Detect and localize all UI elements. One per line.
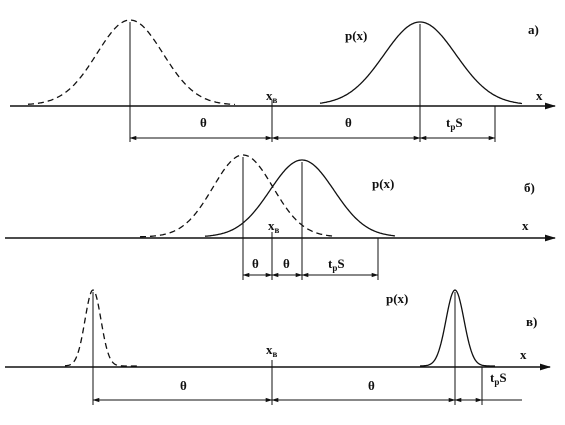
sub: в: [273, 95, 278, 105]
panel-c: в) p(x) x xв θ θ tpS: [5, 291, 552, 393]
density-curve: [204, 159, 396, 237]
offset-label: tpS: [446, 115, 463, 132]
tail: S: [455, 115, 462, 130]
sub: p: [450, 122, 455, 132]
span-label: θ: [283, 256, 290, 271]
sub: в: [275, 225, 280, 235]
sub: в: [273, 349, 278, 359]
offset-label: tpS: [328, 256, 345, 273]
density-label: p(x): [372, 176, 394, 191]
base: x: [268, 218, 275, 233]
prior-curve: [139, 154, 336, 238]
base: x: [266, 342, 273, 357]
density-curve: [319, 21, 523, 105]
boundary-label: xв: [266, 342, 278, 359]
axis-label: x: [536, 88, 543, 103]
panel-label: в): [526, 314, 537, 329]
prior-curve: [27, 19, 236, 106]
span-label: θ: [345, 115, 352, 130]
tail: S: [337, 256, 344, 271]
prior-curve: [64, 289, 140, 367]
base: t: [446, 115, 451, 130]
boundary-label: xв: [266, 88, 278, 105]
base: t: [328, 256, 333, 271]
span-label: θ: [180, 378, 187, 393]
tail: S: [499, 370, 506, 385]
axis-label: x: [520, 347, 527, 362]
base: t: [490, 370, 495, 385]
span-label: θ: [252, 256, 259, 271]
sub: p: [332, 263, 337, 273]
offset-label: tpS: [490, 370, 507, 387]
panel-label: а): [528, 22, 539, 37]
span-label: θ: [368, 378, 375, 393]
span-label: θ: [200, 115, 207, 130]
boundary-label: xв: [268, 218, 280, 235]
density-label: p(x): [345, 28, 367, 43]
panel-b: б) p(x) x xв θ θ tpS: [5, 176, 557, 273]
density-label: p(x): [386, 291, 408, 306]
base: x: [266, 88, 273, 103]
panel-label: б): [524, 180, 535, 195]
axis-label: x: [522, 218, 529, 233]
density-curve: [419, 289, 495, 367]
panel-a: а) p(x) x xв θ θ tpS: [10, 22, 557, 132]
sub: p: [494, 377, 499, 387]
